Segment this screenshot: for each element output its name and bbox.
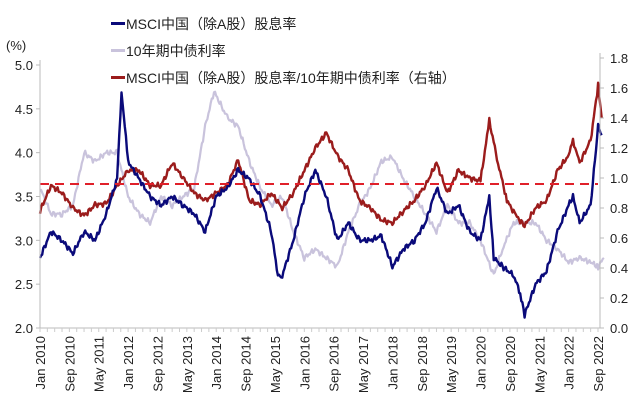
series-line-2 (38, 81, 603, 229)
left-tick-label: 4.5 (15, 102, 33, 117)
x-tick-label: Sep 2020 (503, 336, 518, 392)
x-tick-label: Sep 2016 (327, 336, 342, 392)
axes: 2.0 2.5 3.0 3.5 4.0 4.5 5.0 0.0 0.2 0.4 0.6 0.8 1.0 1… (15, 51, 628, 393)
legend-swatch (111, 49, 125, 52)
series-line-1 (39, 90, 605, 275)
x-tick-label: Jan 2016 (297, 336, 312, 390)
x-tick-label: Jan 2014 (209, 336, 224, 390)
x-tick-label: May 2021 (532, 336, 547, 393)
x-tick-label: May 2011 (92, 336, 107, 392)
x-tick-label: Sep 2022 (591, 336, 606, 392)
right-tick-label: 1.6 (610, 81, 628, 96)
x-tick-label: May 2013 (180, 336, 195, 393)
right-tick-label: 0.2 (610, 291, 628, 306)
x-tick-label: Sep 2010 (62, 336, 77, 392)
left-tick-label: 2.0 (15, 321, 33, 336)
left-tick-label: 5.0 (15, 58, 33, 73)
right-tick-label: 0.0 (610, 321, 628, 336)
left-tick-label: 3.5 (15, 190, 33, 205)
x-tick-label: Sep 2012 (150, 336, 165, 392)
right-tick-label: 0.4 (610, 261, 628, 276)
legend-swatch (111, 76, 125, 79)
left-tick-label: 2.5 (15, 277, 33, 292)
legend-label: 10年期中债利率 (126, 43, 226, 59)
x-tick-label: Jan 2010 (33, 336, 48, 390)
right-tick-label: 1.2 (610, 141, 628, 156)
legend: MSCI中国（除A股）股息率 10年期中债利率 MSCI中国（除A股）股息率/10年… (111, 16, 456, 86)
x-tick-label: May 2019 (444, 336, 459, 393)
x-tick-label: Jan 2022 (562, 336, 577, 390)
right-tick-label: 0.8 (610, 201, 628, 216)
x-tick-label: May 2015 (268, 336, 283, 393)
legend-swatch (111, 22, 125, 25)
right-tick-label: 1.8 (610, 51, 628, 66)
series-line-0 (38, 91, 603, 319)
x-tick-label: Jan 2020 (474, 336, 489, 390)
left-tick-label: 3.0 (15, 233, 33, 248)
right-tick-label: 1.4 (610, 111, 628, 126)
x-tick-label: Sep 2014 (239, 336, 254, 392)
x-tick-label: Jan 2018 (385, 336, 400, 390)
x-tick-label: May 2017 (356, 336, 371, 393)
right-tick-label: 1.0 (610, 171, 628, 186)
x-tick-label: Sep 2018 (415, 336, 430, 392)
left-tick-label: 4.0 (15, 146, 33, 161)
right-tick-label: 0.6 (610, 231, 628, 246)
legend-label: MSCI中国（除A股）股息率 (126, 16, 296, 32)
legend-label: MSCI中国（除A股）股息率/10年期中债利率（右轴） (126, 70, 456, 86)
left-axis-unit-label: (%) (6, 38, 26, 53)
x-tick-label: Jan 2012 (121, 336, 136, 390)
series-layer (38, 81, 605, 319)
